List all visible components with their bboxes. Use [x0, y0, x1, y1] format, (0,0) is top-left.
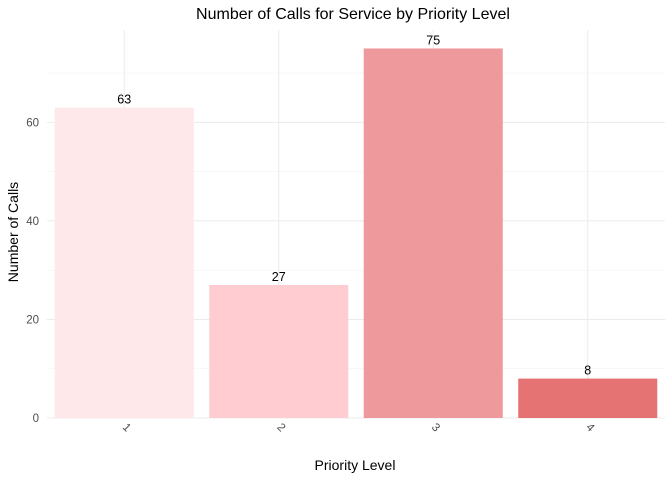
x-tick-label: 1 [120, 421, 133, 434]
chart-title: Number of Calls for Service by Priority … [196, 6, 510, 23]
y-tick-label: 20 [26, 314, 39, 326]
bars [54, 48, 658, 418]
bar-priority-1 [54, 107, 194, 418]
x-axis-ticks: 1 2 3 4 [120, 421, 597, 434]
data-label: 8 [584, 364, 591, 378]
data-labels: 63 27 75 8 [117, 33, 591, 377]
y-tick-label: 0 [33, 413, 39, 425]
data-label: 63 [117, 93, 131, 107]
bar-priority-4 [518, 378, 658, 418]
x-tick-label: 4 [583, 421, 596, 434]
y-axis-ticks: 0 20 40 60 [26, 117, 39, 425]
x-axis-title: Priority Level [315, 457, 396, 473]
y-tick-label: 40 [26, 216, 39, 228]
data-label: 27 [272, 270, 286, 284]
bar-priority-3 [363, 48, 503, 418]
data-label: 75 [426, 33, 440, 47]
x-tick-label: 2 [274, 421, 287, 434]
x-tick-label: 3 [429, 421, 442, 434]
y-axis-title: Number of Calls [5, 182, 21, 282]
y-tick-label: 60 [26, 117, 39, 129]
bar-priority-2 [209, 284, 349, 418]
